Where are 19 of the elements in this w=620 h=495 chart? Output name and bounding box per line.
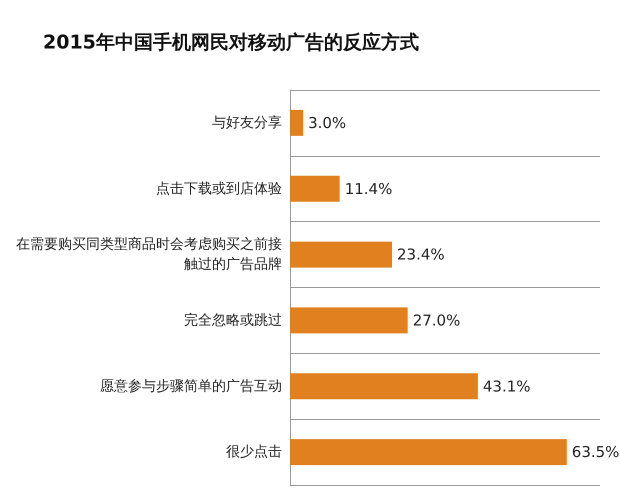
y-tick-label: 愿意参与步骤简单的广告互动 (100, 378, 282, 394)
y-tick-label: 在需要购买同类型商品时会考虑购买之前接触过的广告品牌 (16, 236, 282, 273)
bar (290, 439, 567, 466)
y-tick-label: 与好友分享 (212, 114, 282, 131)
data-label: 3.0% (308, 114, 346, 132)
data-label: 27.0% (412, 311, 460, 330)
bar (290, 176, 340, 202)
bar (290, 373, 478, 400)
data-label: 63.5% (572, 443, 620, 462)
bar (290, 242, 392, 268)
data-label: 43.1% (482, 377, 531, 396)
data-label: 11.4% (344, 180, 392, 198)
y-tick-label: 很少点击 (226, 444, 282, 460)
bar (290, 307, 408, 334)
bar (290, 110, 304, 136)
y-tick-label: 点击下载或到店体验 (156, 180, 282, 197)
chart-title: 2015年中国手机网民对移动广告的反应方式 (43, 32, 419, 54)
y-tick-label: 完全忽略或跳过 (184, 312, 282, 328)
data-label: 23.4% (396, 246, 445, 264)
